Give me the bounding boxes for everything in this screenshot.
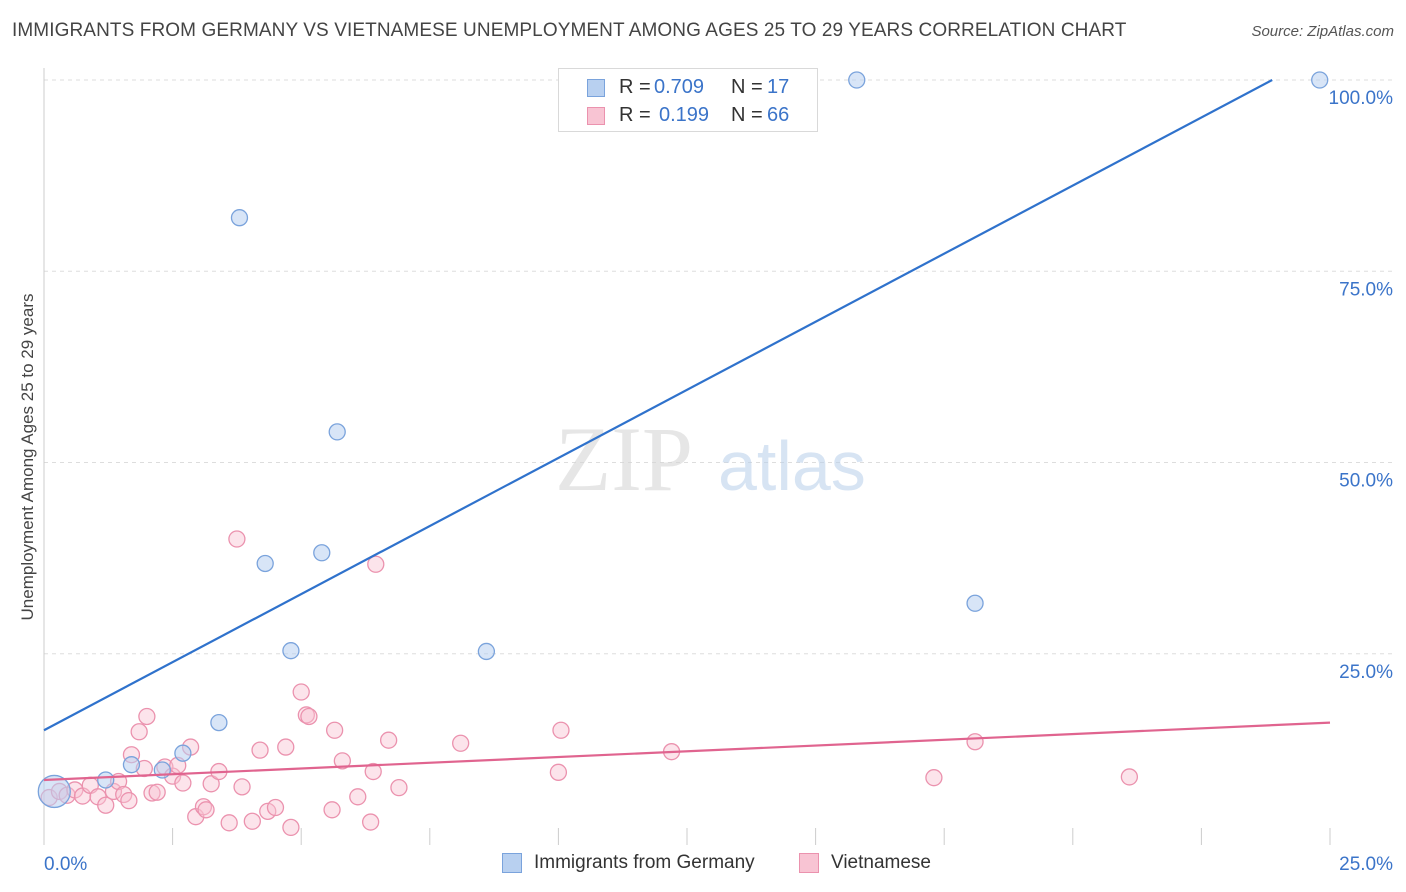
vietnamese-point [120, 791, 138, 810]
germany-r-label: R = [619, 76, 651, 98]
vietnamese-point [174, 774, 192, 792]
vietnamese-r-value: 0.199 [659, 104, 710, 126]
vietnamese-point [549, 763, 568, 781]
vietnamese-point [243, 812, 261, 830]
germany-point [966, 594, 984, 612]
legend-row-vietnamese: R = 0.199 N = 66 [559, 101, 817, 129]
vietnamese-point [300, 707, 318, 726]
vietnamese-point [233, 778, 251, 796]
vietnamese-point [143, 784, 161, 802]
legend-row-germany: R = 0.709 N = 17 [559, 73, 817, 101]
chart-title: IMMIGRANTS FROM GERMANY VS VIETNAMESE UN… [12, 20, 1127, 41]
vietnamese-point [148, 783, 166, 801]
vietnamese-point [349, 788, 367, 806]
germany-point [848, 71, 866, 89]
bottom-legend-germany-swatch [502, 853, 522, 873]
vietnamese-point [266, 798, 285, 817]
germany-point [174, 744, 192, 762]
bottom-legend-vietnamese-label: Vietnamese [831, 852, 931, 873]
vietnamese-point [202, 775, 220, 793]
vietnamese-point [282, 818, 300, 837]
vietnamese-point [220, 814, 238, 832]
germany-point [282, 642, 300, 660]
bottom-legend-germany-label: Immigrants from Germany [534, 852, 755, 873]
watermark-zip: ZIP [555, 408, 693, 510]
germany-point [97, 771, 115, 789]
y-tick-label: 50.0% [1339, 471, 1393, 492]
vietnamese-point [452, 734, 470, 752]
germany-point [37, 774, 71, 809]
y-axis-label: Unemployment Among Ages 25 to 29 years [18, 294, 37, 621]
bottom-legend-vietnamese-swatch [799, 853, 819, 873]
vietnamese-point [364, 762, 382, 781]
vietnamese-n-value: 66 [767, 104, 790, 126]
vietnamese-point [925, 769, 943, 787]
vietnamese-point [194, 798, 213, 816]
germany-r-value: 0.709 [654, 76, 705, 98]
germany-swatch [587, 79, 605, 97]
germany-trendline [43, 79, 1273, 732]
germany-point [256, 554, 274, 573]
vietnamese-point [277, 738, 295, 756]
vietnamese-point [138, 707, 156, 726]
vietnamese-point [367, 555, 385, 573]
vietnamese-swatch [587, 107, 605, 125]
vietnamese-point [251, 741, 269, 759]
germany-point [313, 544, 331, 562]
germany-point [1311, 71, 1329, 89]
germany-point [122, 756, 141, 774]
y-tick-label: 100.0% [1329, 88, 1394, 109]
x-tick-label: 0.0% [44, 854, 87, 875]
vietnamese-point [97, 796, 115, 814]
vietnamese-point [1120, 768, 1139, 786]
vietnamese-point [197, 801, 215, 819]
vietnamese-point [292, 683, 310, 701]
vietnamese-point [323, 801, 341, 819]
y-tick-label: 25.0% [1339, 662, 1393, 683]
germany-point [328, 423, 346, 441]
vietnamese-n-label: N = [731, 104, 763, 126]
vietnamese-point [228, 530, 246, 548]
watermark-atlas: atlas [718, 427, 866, 505]
vietnamese-point [333, 752, 352, 770]
vietnamese-point [552, 721, 570, 739]
germany-point [477, 642, 496, 661]
vietnamese-point [361, 813, 380, 831]
vietnamese-point [379, 731, 398, 749]
germany-n-value: 17 [767, 76, 790, 98]
vietnamese-trendline [43, 721, 1331, 782]
y-tick-label: 75.0% [1339, 279, 1393, 300]
x-tick-label: 25.0% [1339, 854, 1393, 875]
vietnamese-point [390, 778, 408, 797]
germany-point [230, 209, 249, 227]
vietnamese-r-label: R = [619, 104, 651, 126]
vietnamese-point [966, 733, 984, 751]
stats-legend: R = 0.709 N = 17 R = 0.199 N = 66 [558, 68, 818, 132]
vietnamese-point [325, 721, 344, 739]
vietnamese-point [130, 723, 148, 741]
germany-point [210, 713, 228, 732]
germany-n-label: N = [731, 76, 763, 98]
source-label: Source: ZipAtlas.com [1251, 23, 1394, 40]
